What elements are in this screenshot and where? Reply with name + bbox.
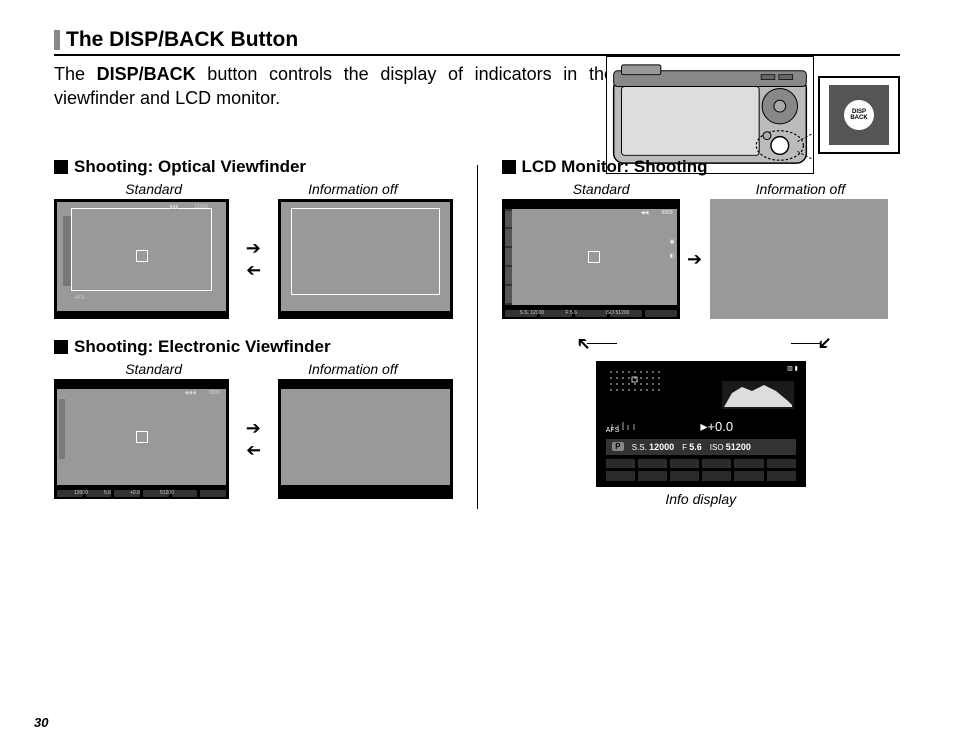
label-info-off: Information off <box>253 361 452 377</box>
title-suffix: Button <box>225 28 298 51</box>
disp-back-button-icon: DISP BACK <box>844 100 874 130</box>
label-standard: Standard <box>54 361 253 377</box>
exposure-value: ▸ +0.0 <box>642 419 792 435</box>
title-accent-bar <box>54 30 60 50</box>
section-title: The DISP/BACK Button <box>54 28 900 56</box>
arrow-right-icon: ➔ <box>687 250 702 268</box>
lcd-info-display-screenshot: ▥ ▮ AFS ▸ +0.0 P S.S. 12000 F 5.6 ISO <box>596 361 806 487</box>
ovf-diagram-row: 12000 ▮▮▮ AFS ➔ ➔ <box>54 199 453 319</box>
evf-standard-screenshot: 9999 ◀◀◀ 12000 5.6 +0.0 51200 <box>54 379 229 499</box>
title-prefix: The <box>66 28 109 51</box>
evf-info-off-screenshot <box>278 379 453 499</box>
arrow-left-icon: ➔ <box>246 261 261 279</box>
label-info-off: Information off <box>253 181 452 197</box>
arrow-right-icon: ➔ <box>246 419 261 437</box>
ovf-standard-screenshot: 12000 ▮▮▮ AFS <box>54 199 229 319</box>
page-number: 30 <box>34 715 48 730</box>
label-standard: Standard <box>54 181 253 197</box>
exposure-params: P S.S. 12000 F 5.6 ISO 51200 <box>606 439 796 455</box>
lcd-standard-screenshot: 9999 ◀◀ ▣ ◧ S.S. 12000 F 5.6 ISO 51200 <box>502 199 680 319</box>
settings-grid <box>606 459 796 481</box>
heading-evf: Shooting: Electronic Viewfinder <box>54 337 453 357</box>
arrow-left-icon: ➔ <box>246 441 261 459</box>
heading-lcd: LCD Monitor: Shooting <box>502 157 901 177</box>
cycle-arrow-icon: ➔ <box>576 333 617 354</box>
evf-diagram-row: 9999 ◀◀◀ 12000 5.6 +0.0 51200 ➔ ➔ <box>54 379 453 499</box>
ovf-info-off-screenshot <box>278 199 453 319</box>
arrow-right-icon: ➔ <box>246 239 261 257</box>
lcd-diagram-row: 9999 ◀◀ ▣ ◧ S.S. 12000 F 5.6 ISO 51200 ➔ <box>502 199 901 319</box>
button-callout: DISP BACK <box>818 76 900 154</box>
label-standard: Standard <box>502 181 701 197</box>
heading-ovf: Shooting: Optical Viewfinder <box>54 157 453 177</box>
label-info-display: Info display <box>502 491 901 507</box>
title-button-name: DISP/BACK <box>109 28 225 51</box>
histogram-icon <box>722 381 794 409</box>
intro-paragraph: The DISP/BACK button controls the displa… <box>54 62 614 111</box>
cycle-arrow-icon: ➔ <box>791 333 832 354</box>
lcd-info-off-screenshot <box>710 199 888 319</box>
label-info-off: Information off <box>701 181 900 197</box>
